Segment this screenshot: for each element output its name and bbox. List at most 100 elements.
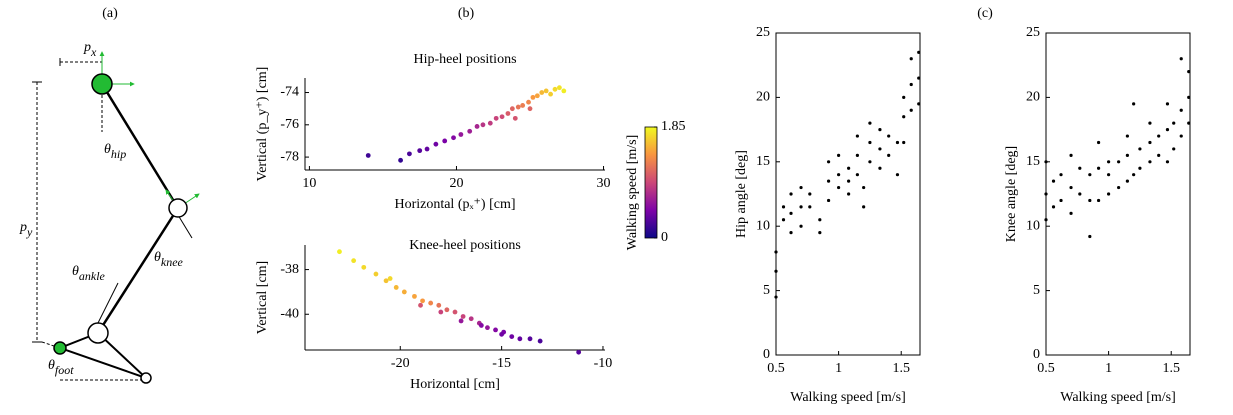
subscript: y [26, 225, 33, 239]
point [789, 211, 793, 215]
point [862, 205, 866, 209]
point [493, 115, 499, 121]
point [855, 153, 859, 157]
point [365, 153, 371, 158]
point [902, 115, 906, 119]
point [1187, 70, 1191, 74]
point [1179, 108, 1183, 112]
colorbar-label: Walking speed [m/s] [625, 135, 640, 251]
diagram-label: θankle [72, 264, 106, 283]
point [878, 147, 882, 151]
point [1117, 185, 1121, 190]
point [917, 102, 921, 106]
x-tick-label: -20 [391, 356, 410, 371]
point [1107, 173, 1111, 177]
point [1165, 128, 1170, 132]
colorbar-tick-label: 1.85 [661, 119, 686, 134]
ankle-joint [87, 322, 109, 344]
point [383, 278, 389, 284]
subscript: hip [111, 147, 126, 161]
point [444, 307, 450, 313]
y-tick-label: 10 [756, 218, 770, 233]
point [818, 218, 822, 222]
point [1165, 102, 1170, 106]
point [474, 124, 480, 129]
x-tick-label: 1 [835, 361, 842, 376]
point [799, 224, 803, 228]
point [468, 316, 474, 322]
x-tick-label: 10 [302, 176, 316, 191]
axes-box [1045, 32, 1191, 356]
point [1059, 198, 1063, 203]
point [781, 218, 786, 222]
point [774, 269, 778, 273]
point [1117, 160, 1121, 164]
point [1069, 185, 1073, 190]
point [487, 120, 493, 126]
leg-diagram [32, 51, 200, 384]
point [878, 128, 882, 132]
point [1187, 95, 1191, 99]
axes-box [775, 32, 921, 356]
foot [57, 331, 147, 379]
point [1125, 134, 1129, 138]
point [1059, 173, 1063, 177]
point [512, 115, 518, 121]
point [895, 140, 900, 145]
point [826, 179, 831, 183]
point [407, 151, 412, 157]
point [847, 166, 851, 170]
point [420, 298, 425, 304]
point [781, 205, 786, 209]
point [887, 153, 891, 157]
y-tick-label: 25 [1026, 25, 1040, 40]
point [917, 50, 921, 54]
point [1125, 179, 1129, 183]
point [442, 138, 448, 144]
x-axis-label: Walking speed [m/s] [790, 390, 906, 405]
x-tick-label: 1 [1105, 361, 1112, 376]
point [373, 271, 379, 277]
point [520, 103, 526, 108]
point [552, 86, 558, 92]
y-tick-label: -74 [280, 85, 299, 100]
point [878, 166, 882, 170]
point [868, 121, 872, 125]
point [847, 192, 851, 196]
point [902, 95, 906, 99]
point [417, 148, 423, 154]
point [799, 185, 803, 190]
point [451, 135, 456, 141]
point [527, 336, 533, 342]
point [499, 114, 505, 120]
x-axis-label: Horizontal [cm] [410, 377, 500, 392]
panel-label: (b) [458, 6, 475, 21]
chart-title: Hip-heel positions [413, 52, 516, 67]
x-tick-label: 0.5 [767, 361, 785, 376]
point [862, 185, 866, 190]
point [543, 88, 549, 94]
point [509, 334, 515, 339]
subscript: knee [161, 255, 184, 269]
subscript: foot [55, 363, 74, 377]
point [887, 134, 891, 138]
point [1165, 160, 1170, 164]
point [1132, 173, 1136, 177]
point [1051, 205, 1056, 209]
point [1179, 57, 1183, 61]
point [530, 94, 536, 100]
y-tick-label: -38 [280, 262, 299, 277]
point [808, 192, 812, 196]
point [1088, 173, 1092, 177]
point [393, 285, 399, 290]
point [424, 146, 430, 152]
panel-label: (c) [977, 6, 993, 21]
point [561, 88, 567, 94]
point [1096, 166, 1101, 170]
x-tick-label: 1.5 [892, 361, 910, 376]
symbol: p [83, 40, 91, 55]
point [1069, 211, 1073, 215]
point [537, 338, 543, 344]
point [480, 122, 486, 128]
